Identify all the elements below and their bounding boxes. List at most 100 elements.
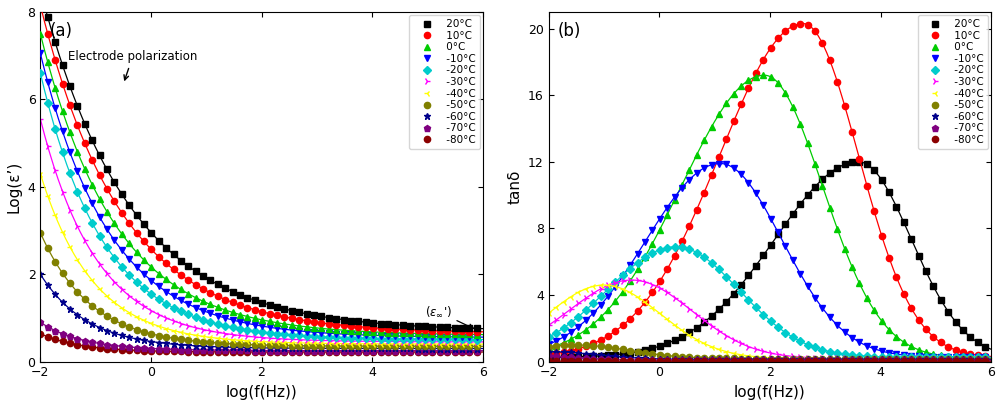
 -30°C <box>308 338 320 343</box>
 -10°C <box>616 274 628 279</box>
 -50°C <box>160 335 172 339</box>
 -80°C <box>683 359 695 364</box>
 -70°C <box>175 347 187 352</box>
 10°C <box>160 261 172 266</box>
 -30°C <box>160 315 172 320</box>
 0°C <box>668 198 680 203</box>
 0°C <box>108 221 120 226</box>
 -20°C <box>543 335 555 339</box>
 -20°C <box>698 255 710 260</box>
 -80°C <box>175 349 187 354</box>
 20°C <box>182 264 194 269</box>
 -10°C <box>979 355 991 360</box>
 -20°C <box>668 244 680 249</box>
 -80°C <box>690 359 702 364</box>
 -60°C <box>616 354 628 359</box>
 10°C <box>653 279 665 284</box>
 -70°C <box>182 347 194 352</box>
 -70°C <box>690 358 702 363</box>
 -30°C <box>182 323 194 328</box>
 0°C <box>690 152 702 157</box>
 -30°C <box>979 356 991 361</box>
Line:  -50°C: -50°C <box>546 342 988 362</box>
 -40°C <box>145 321 157 326</box>
 0°C <box>979 356 991 361</box>
 10°C <box>145 247 157 252</box>
Line:  10°C: 10°C <box>546 21 988 359</box>
Y-axis label: tanδ: tanδ <box>507 170 522 204</box>
 20°C <box>616 351 628 356</box>
 0°C <box>543 346 555 351</box>
 -10°C <box>824 315 836 320</box>
 -60°C <box>972 357 984 362</box>
 -10°C <box>712 161 724 166</box>
 20°C <box>690 325 702 330</box>
Text: ($\varepsilon_{\infty}$'): ($\varepsilon_{\infty}$') <box>425 305 473 328</box>
 -80°C <box>34 331 46 336</box>
 -50°C <box>698 355 710 360</box>
 0°C <box>683 167 695 172</box>
 -60°C <box>34 272 46 277</box>
 -20°C <box>471 337 483 342</box>
 -20°C <box>653 247 665 252</box>
Line:  -60°C: -60°C <box>546 348 988 363</box>
 -20°C <box>676 245 688 249</box>
 -10°C <box>34 51 46 56</box>
 -60°C <box>160 341 172 346</box>
 -70°C <box>817 358 829 363</box>
 -20°C <box>308 334 320 339</box>
X-axis label: log(f(Hz)): log(f(Hz)) <box>734 385 806 400</box>
 -10°C <box>145 278 157 283</box>
 -30°C <box>690 312 702 317</box>
 -60°C <box>308 346 320 351</box>
Line:  -60°C: -60°C <box>37 271 480 352</box>
 20°C <box>471 326 483 331</box>
 -60°C <box>653 357 665 361</box>
 10°C <box>308 319 320 324</box>
 10°C <box>690 207 702 212</box>
 20°C <box>160 245 172 250</box>
Line:  -50°C: -50°C <box>37 230 480 350</box>
 -10°C <box>308 330 320 335</box>
Line:  0°C: 0°C <box>37 31 480 338</box>
 20°C <box>683 330 695 335</box>
 -40°C <box>698 341 710 346</box>
 -30°C <box>145 309 157 313</box>
 -20°C <box>979 355 991 360</box>
 -70°C <box>668 358 680 363</box>
 -40°C <box>160 326 172 331</box>
 -50°C <box>543 344 555 349</box>
 20°C <box>308 313 320 317</box>
 -30°C <box>698 318 710 323</box>
 -50°C <box>624 348 636 353</box>
 -40°C <box>661 317 673 322</box>
 -80°C <box>979 359 991 364</box>
 10°C <box>616 323 628 328</box>
Line:  -30°C: -30°C <box>37 116 480 345</box>
 -60°C <box>683 357 695 362</box>
 10°C <box>795 21 807 26</box>
 -50°C <box>676 354 688 359</box>
 -40°C <box>676 328 688 333</box>
X-axis label: log(f(Hz)): log(f(Hz)) <box>225 385 298 400</box>
 -30°C <box>824 356 836 361</box>
 -70°C <box>543 353 555 358</box>
 -60°C <box>145 339 157 344</box>
 0°C <box>175 287 187 292</box>
 -50°C <box>182 338 194 343</box>
Y-axis label: Log(ε’): Log(ε’) <box>7 161 22 213</box>
 -20°C <box>616 273 628 278</box>
 -40°C <box>175 330 187 335</box>
 -50°C <box>145 331 157 336</box>
 -70°C <box>913 358 925 363</box>
 -50°C <box>979 356 991 361</box>
 -40°C <box>690 337 702 342</box>
 -30°C <box>175 321 187 326</box>
 -80°C <box>802 359 814 364</box>
 0°C <box>758 73 770 78</box>
 -80°C <box>145 348 157 353</box>
 -80°C <box>182 349 194 354</box>
 -60°C <box>471 346 483 351</box>
 -40°C <box>594 283 606 288</box>
 -30°C <box>676 301 688 306</box>
